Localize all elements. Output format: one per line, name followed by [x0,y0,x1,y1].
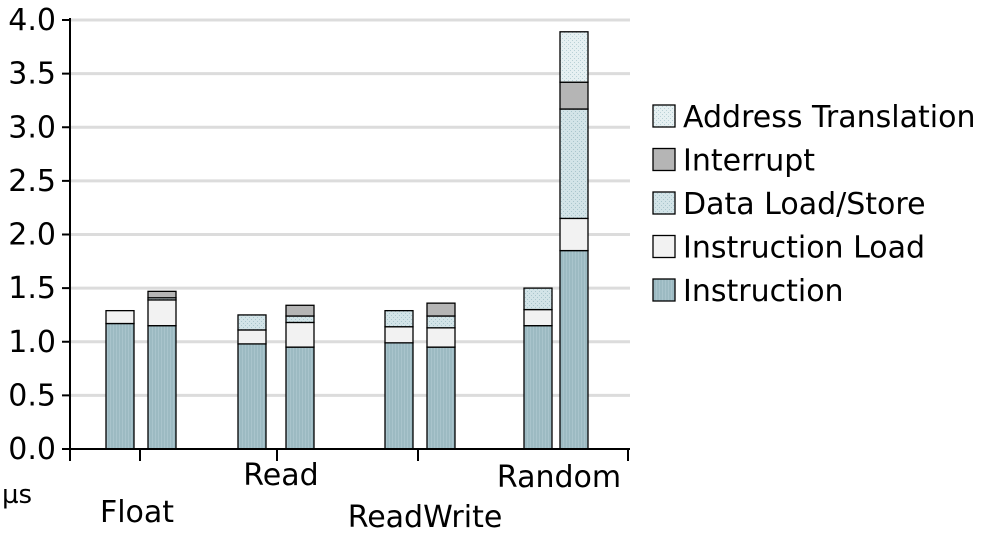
y-tick-label: 2.0 [8,218,56,253]
bars [105,31,589,450]
bar-segment-random-data-load-store [523,287,553,311]
y-tick-label: 4.0 [8,3,56,38]
legend-swatch-interrupt [652,147,676,172]
legend: Address Translation Interrupt Data Load/St… [652,100,975,309]
bar-segment-random-instruction-load [523,308,553,327]
bar-segment-read-instruction [285,346,315,450]
legend-item-address-translation: Address Translation [652,100,975,135]
legend-label-data-load-store: Data Load/Store [683,187,926,222]
bar-segment-read-instruction [237,343,267,450]
bar-segment-readwrite-data-load-store [384,309,414,328]
bar-segment-readwrite-interrupt [426,302,456,317]
axes: 0.0 0.5 1.0 1.5 2.0 2.5 3.0 3.5 4.0 Float Read Read… [2,3,630,535]
bar-segment-float-instruction [147,325,177,450]
legend-item-instruction: Instruction [652,274,844,309]
bar-segment-float-interrupt [147,290,177,299]
bar-segment-read-instruction-load [237,329,267,345]
bar-segment-read-interrupt [285,304,315,317]
bar-segment-readwrite-instruction [384,342,414,450]
legend-item-data-load-store: Data Load/Store [652,187,926,222]
y-tick-label: 1.0 [8,325,56,360]
bar-segment-readwrite-data-load-store [426,315,456,329]
x-group-label-random: Random [497,460,621,495]
bar-segment-readwrite-instruction [426,346,456,450]
y-tick-label: 3.0 [8,110,56,145]
x-group-label-readwrite: ReadWrite [348,500,503,535]
bar-segment-random-instruction [523,325,553,450]
bar-segment-random-data-load-store [559,108,589,220]
legend-swatch-instruction [652,278,676,302]
bar-segment-float-instruction-load [147,299,177,327]
y-unit-label: µs [2,480,32,510]
legend-item-instruction-load: Instruction Load [652,231,925,266]
legend-swatch-data-load-store [652,191,676,215]
legend-swatch-instruction-load [652,234,676,259]
legend-label-address-translation: Address Translation [683,100,975,135]
x-group-label-read: Read [243,458,318,493]
bar-segment-float-instruction-load [105,309,135,325]
bar-segment-random-instruction-load [559,217,589,252]
y-tick-label: 0.5 [8,378,56,413]
bar-segment-readwrite-instruction-load [426,327,456,348]
bar-segment-read-instruction-load [285,321,315,348]
y-tick-label: 0.0 [8,432,56,467]
legend-label-interrupt: Interrupt [683,144,815,179]
bar-segment-random-address-translation [559,31,589,83]
legend-label-instruction-load: Instruction Load [683,231,925,266]
bar-segment-random-interrupt [559,81,589,110]
legend-item-interrupt: Interrupt [652,144,815,179]
y-tick-label: 1.5 [8,271,56,306]
x-group-label-float: Float [100,495,174,530]
bar-segment-random-instruction [559,249,589,450]
y-tick-label: 3.5 [8,57,56,92]
legend-label-instruction: Instruction [683,274,844,309]
bar-segment-float-instruction [105,322,135,450]
bar-segment-read-data-load-store [285,315,315,324]
bar-segment-read-data-load-store [237,314,267,331]
legend-swatch-address-translation [652,104,676,128]
bar-segment-readwrite-instruction-load [384,326,414,344]
y-tick-label: 2.5 [8,164,56,199]
